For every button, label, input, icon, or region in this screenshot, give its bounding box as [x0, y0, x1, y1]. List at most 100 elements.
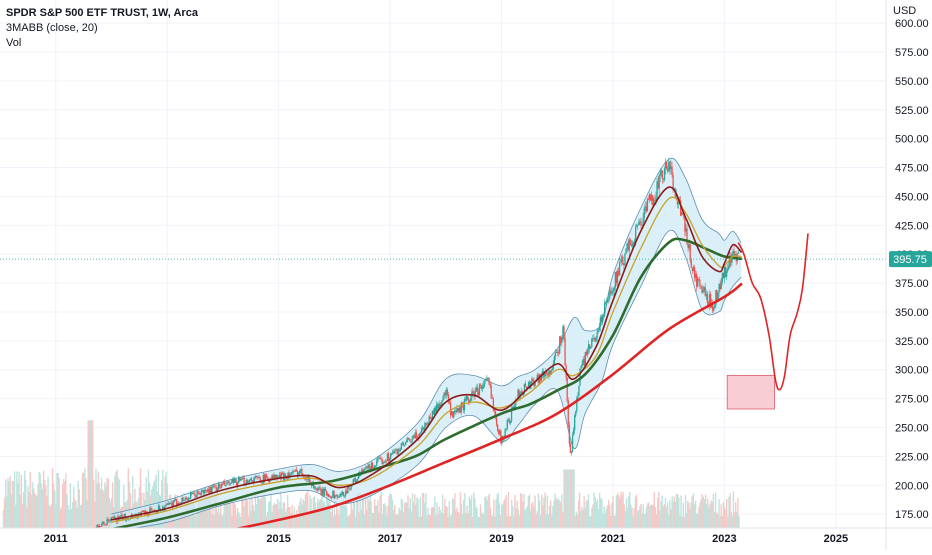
- volume-bar: [357, 492, 359, 528]
- volume-bar: [644, 513, 647, 528]
- volume-bar: [343, 505, 346, 528]
- volume-bar: [479, 504, 482, 528]
- volume-bar: [721, 516, 724, 528]
- candle-body: [483, 384, 485, 387]
- volume-bar: [344, 491, 347, 528]
- symbol-title[interactable]: SPDR S&P 500 ETF TRUST, 1W, Arca: [6, 7, 198, 19]
- candle-body: [199, 494, 201, 496]
- volume-bar: [438, 506, 440, 528]
- volume-bar: [622, 492, 624, 528]
- volume-bar: [49, 506, 51, 528]
- volume-bar: [69, 483, 72, 528]
- candle-body: [662, 178, 665, 180]
- candle-body: [371, 462, 374, 468]
- candle-body: [170, 503, 172, 504]
- volume-bar: [531, 503, 533, 528]
- drawing-annotations[interactable]: [0, 233, 886, 410]
- volume-bar: [606, 505, 609, 528]
- volume-bar: [220, 504, 222, 528]
- candle-body: [737, 252, 740, 254]
- candle-body: [691, 267, 694, 271]
- candle-body: [173, 499, 176, 501]
- volume-bar: [275, 504, 278, 528]
- y-tick-label: 200.00: [895, 480, 929, 492]
- volume-bar: [719, 516, 721, 528]
- volume-bar: [254, 494, 257, 528]
- volume-bar: [486, 499, 488, 528]
- volume-bar: [694, 500, 697, 528]
- volume-bar: [64, 481, 66, 528]
- volume-bar: [427, 507, 429, 528]
- volume-label[interactable]: Vol: [6, 37, 22, 49]
- candle-body: [281, 472, 284, 474]
- candle-body: [590, 346, 592, 349]
- candle-body: [625, 248, 627, 254]
- volume-bar: [273, 503, 276, 528]
- volume-bar: [536, 510, 539, 528]
- candle-body: [235, 481, 238, 487]
- volume-bar: [358, 512, 360, 528]
- volume-bar: [535, 514, 537, 528]
- candle-body: [571, 435, 574, 453]
- volume-bar: [58, 478, 60, 528]
- volume-bar: [323, 500, 326, 528]
- volume-bar: [625, 498, 628, 528]
- candle-body: [381, 459, 383, 464]
- candle-body: [407, 437, 409, 441]
- volume-bar: [98, 483, 101, 528]
- volume-bar: [364, 497, 367, 528]
- candle-body: [396, 448, 398, 455]
- candle-body: [611, 292, 613, 294]
- volume-bar: [132, 476, 134, 528]
- volume-bar: [460, 503, 463, 528]
- volume-bar: [429, 514, 432, 528]
- volume-bar: [283, 502, 286, 528]
- candle-body: [560, 336, 562, 343]
- candle-body: [563, 326, 565, 338]
- candle-body: [666, 161, 668, 169]
- y-tick-label: 350.00: [895, 307, 929, 319]
- candle-body: [391, 453, 393, 454]
- candle-body: [142, 510, 145, 512]
- volume-bar: [455, 510, 457, 528]
- volume-bar: [570, 469, 572, 528]
- candle-body: [105, 524, 107, 526]
- candle-body: [478, 384, 481, 396]
- candle-body: [693, 267, 696, 278]
- candle-body: [288, 472, 290, 477]
- volume-bar: [406, 502, 408, 528]
- candle-body: [700, 286, 702, 287]
- volume-bar: [495, 499, 497, 528]
- y-tick-label: 575.00: [895, 47, 929, 59]
- candle-body: [423, 427, 425, 431]
- candle-body: [187, 497, 190, 500]
- volume-bar: [50, 503, 53, 528]
- volume-bar: [59, 509, 62, 528]
- candle-body: [198, 492, 200, 495]
- volume-bar: [72, 486, 75, 528]
- volume-bar: [249, 497, 251, 528]
- candle-body: [183, 500, 185, 502]
- candle-body: [681, 212, 683, 216]
- candle-body: [429, 416, 431, 419]
- volume-bar: [255, 504, 258, 528]
- volume-bar: [508, 516, 511, 528]
- volume-bar: [351, 510, 354, 528]
- candle-body: [340, 493, 343, 495]
- volume-bar: [604, 512, 606, 528]
- candle-body: [326, 494, 329, 496]
- candle-body: [245, 479, 247, 485]
- candle-body: [178, 502, 180, 504]
- candle-body: [712, 303, 714, 311]
- volume-bar: [56, 472, 58, 528]
- indicator-label[interactable]: 3MABB (close, 20): [6, 22, 98, 34]
- y-tick-label: 525.00: [895, 105, 929, 117]
- candle-body: [547, 373, 549, 377]
- volume-bar: [567, 469, 570, 528]
- volume-bar: [338, 515, 340, 528]
- volume-bar: [229, 498, 231, 528]
- volume-bar: [461, 513, 464, 528]
- candle-body: [729, 255, 731, 266]
